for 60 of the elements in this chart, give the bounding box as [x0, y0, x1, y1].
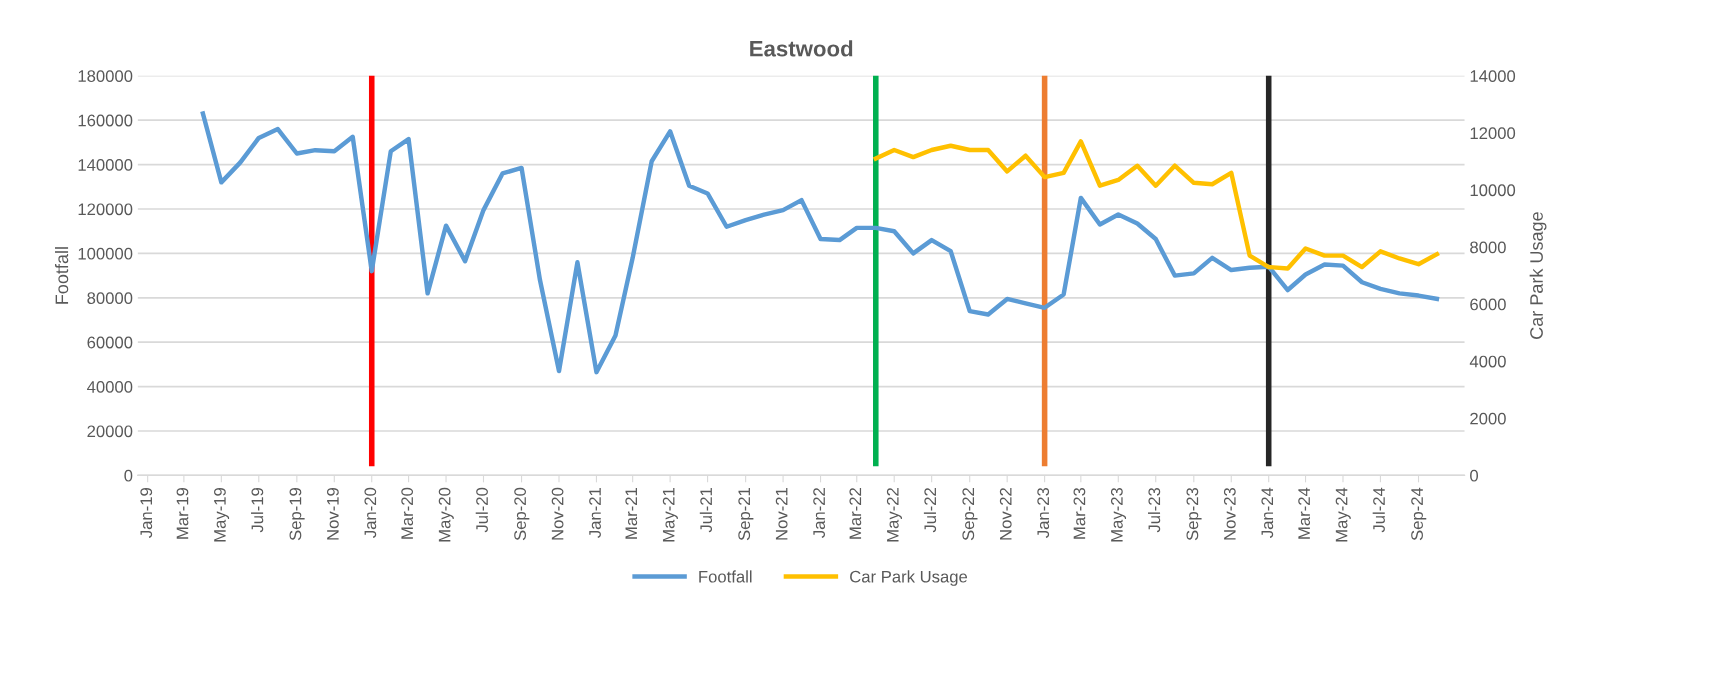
x-tick-label: Mar-19 — [176, 488, 189, 539]
x-tick-label: Jan-19 — [140, 488, 153, 538]
y-tick-label: 140000 — [78, 159, 133, 171]
y-tick-label: 100000 — [78, 247, 133, 260]
x-tick-label: Nov-23 — [1223, 487, 1236, 540]
x-tick-label: Nov-21 — [775, 488, 788, 540]
y2-tick-label: 8000 — [1470, 241, 1506, 254]
x-tick-label: May-21 — [662, 488, 678, 542]
y-tick-label: 60000 — [87, 336, 133, 349]
x-tick-label: Jul-23 — [1147, 487, 1161, 533]
x-tick-label: May-23 — [1110, 487, 1127, 542]
y-axis-title: Footfall — [54, 247, 69, 304]
x-tick-label: Jan-22 — [813, 488, 826, 538]
y2-tick-label: 2000 — [1470, 412, 1506, 425]
x-tick-label: Mar-24 — [1298, 487, 1311, 539]
y2-tick-label: 0 — [1470, 469, 1479, 482]
y2-axis-title: Car Park Usage — [1529, 212, 1547, 339]
x-tick-label: Nov-20 — [551, 487, 564, 540]
x-tick-label: Jul-24 — [1372, 487, 1385, 533]
x-tick-label: Mar-20 — [401, 487, 414, 539]
x-tick-label: Jan-24 — [1261, 487, 1274, 538]
y-tick-label: 80000 — [87, 292, 133, 304]
y2-tick-label: 14000 — [1470, 70, 1516, 82]
legend-label: Car Park Usage — [850, 570, 968, 586]
line-series — [200, 111, 1440, 375]
x-tick-label: Sep-24 — [1411, 487, 1427, 541]
y2-tick-label: 4000 — [1469, 355, 1506, 368]
x-tick-label: Jul-19 — [251, 488, 264, 533]
x-tick-label: Sep-20 — [514, 487, 530, 541]
x-tick-label: Jul-22 — [923, 488, 937, 533]
x-tick-label: Nov-22 — [999, 488, 1012, 540]
x-tick-label: Mar-23 — [1073, 487, 1086, 539]
legend-label: Footfall — [699, 570, 752, 583]
y2-tick-label: 10000 — [1470, 184, 1516, 197]
x-tick-label: Jan-21 — [589, 488, 601, 538]
x-tick-label: Sep-22 — [962, 488, 978, 541]
chart-title: Eastwood — [750, 40, 853, 57]
y-tick-label: 0 — [124, 469, 133, 482]
x-tick-label: Jul-20 — [475, 487, 488, 533]
x-tick-label: May-22 — [886, 488, 902, 542]
x-tick-label: Jan-23 — [1037, 487, 1050, 538]
x-tick-label: Jan-20 — [364, 487, 377, 538]
x-tick-label: May-19 — [214, 488, 230, 542]
x-tick-label: May-24 — [1335, 487, 1351, 542]
y-tick-label: 120000 — [78, 203, 133, 216]
line-series — [873, 139, 1440, 271]
x-tick-label: Jul-21 — [699, 488, 713, 533]
x-tick-label: May-20 — [438, 487, 454, 542]
x-tick-label: Mar-21 — [625, 488, 638, 539]
y2-tick-label: 12000 — [1470, 127, 1516, 140]
y-tick-label: 40000 — [87, 381, 133, 393]
x-tick-label: Sep-23 — [1186, 487, 1202, 541]
y2-tick-label: 6000 — [1470, 298, 1506, 311]
y-tick-label: 160000 — [78, 114, 133, 127]
x-tick-label: Nov-19 — [326, 488, 339, 540]
x-tick-label: Mar-22 — [849, 488, 862, 539]
y-tick-label: 20000 — [87, 425, 133, 438]
x-tick-label: Sep-21 — [738, 488, 754, 541]
x-tick-label: Sep-19 — [289, 488, 305, 541]
y-tick-label: 180000 — [78, 70, 133, 82]
